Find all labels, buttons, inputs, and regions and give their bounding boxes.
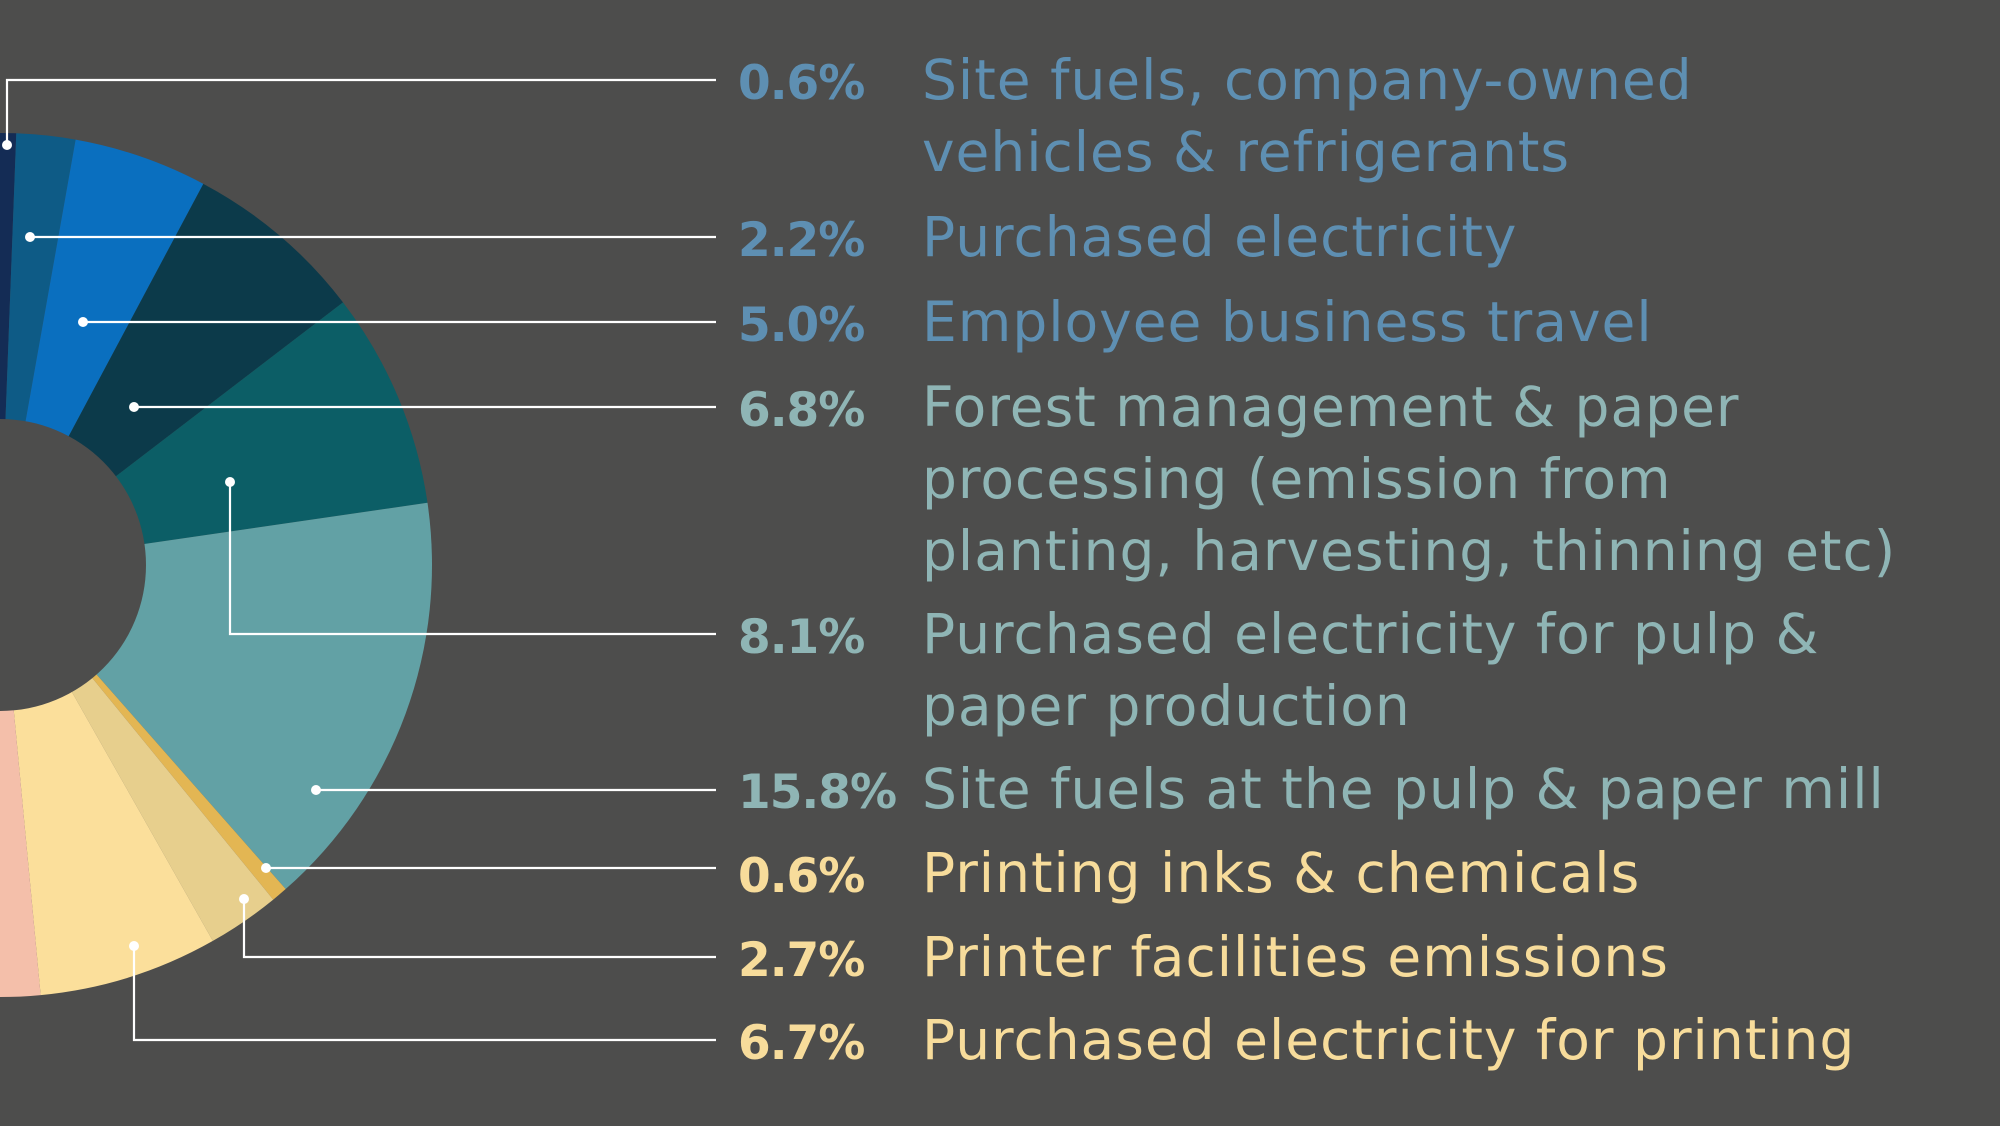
slice-value-label: 0.6% <box>738 849 864 904</box>
leader-dot-2 <box>25 232 35 242</box>
leader-line-1 <box>5 78 716 145</box>
leader-line-5 <box>228 482 716 636</box>
slice-category-label: Purchased electricity <box>922 205 1517 269</box>
leader-dot-8 <box>239 894 249 904</box>
slice-value-label: 5.0% <box>738 298 864 353</box>
slice-category-label: Forest management & paper <box>922 375 1740 439</box>
slice-value-label: 6.7% <box>738 1016 864 1071</box>
slice-category-label: processing (emission from <box>922 447 1672 511</box>
slice-value-label: 2.2% <box>738 213 864 268</box>
leader-lines <box>2 78 716 1042</box>
slice-category-label: Purchased electricity for printing <box>922 1008 1855 1072</box>
leader-line-9 <box>132 946 716 1042</box>
donut-hole <box>0 419 146 711</box>
slice-category-label: Printer facilities emissions <box>922 925 1669 989</box>
leader-dot-7 <box>261 863 271 873</box>
slice-value-label: 6.8% <box>738 383 864 438</box>
slice-value-label: 15.8% <box>738 765 896 820</box>
slice-value-label: 2.7% <box>738 933 864 988</box>
slice-category-label: Employee business travel <box>922 290 1653 354</box>
leader-dot-4 <box>129 402 139 412</box>
slice-value-label: 0.6% <box>738 56 864 111</box>
slice-category-label: Site fuels, company-owned <box>922 48 1693 112</box>
slice-value-label: 8.1% <box>738 610 864 665</box>
leader-line-8 <box>242 899 716 959</box>
slice-category-label: vehicles & refrigerants <box>922 120 1570 184</box>
slice-category-label: paper production <box>922 674 1411 738</box>
slice-category-label: Purchased electricity for pulp & <box>922 602 1819 666</box>
slice-category-label: Printing inks & chemicals <box>922 841 1640 905</box>
leader-dot-3 <box>78 317 88 327</box>
slice-category-label: planting, harvesting, thinning etc) <box>922 519 1896 583</box>
leader-dot-1 <box>2 140 12 150</box>
slice-category-label: Site fuels at the pulp & paper mill <box>922 757 1885 821</box>
leader-dot-6 <box>311 785 321 795</box>
leader-dot-5 <box>225 477 235 487</box>
legend: 0.6% Site fuels, company-owned vehicles & … <box>738 48 1896 1072</box>
leader-dot-9 <box>129 941 139 951</box>
